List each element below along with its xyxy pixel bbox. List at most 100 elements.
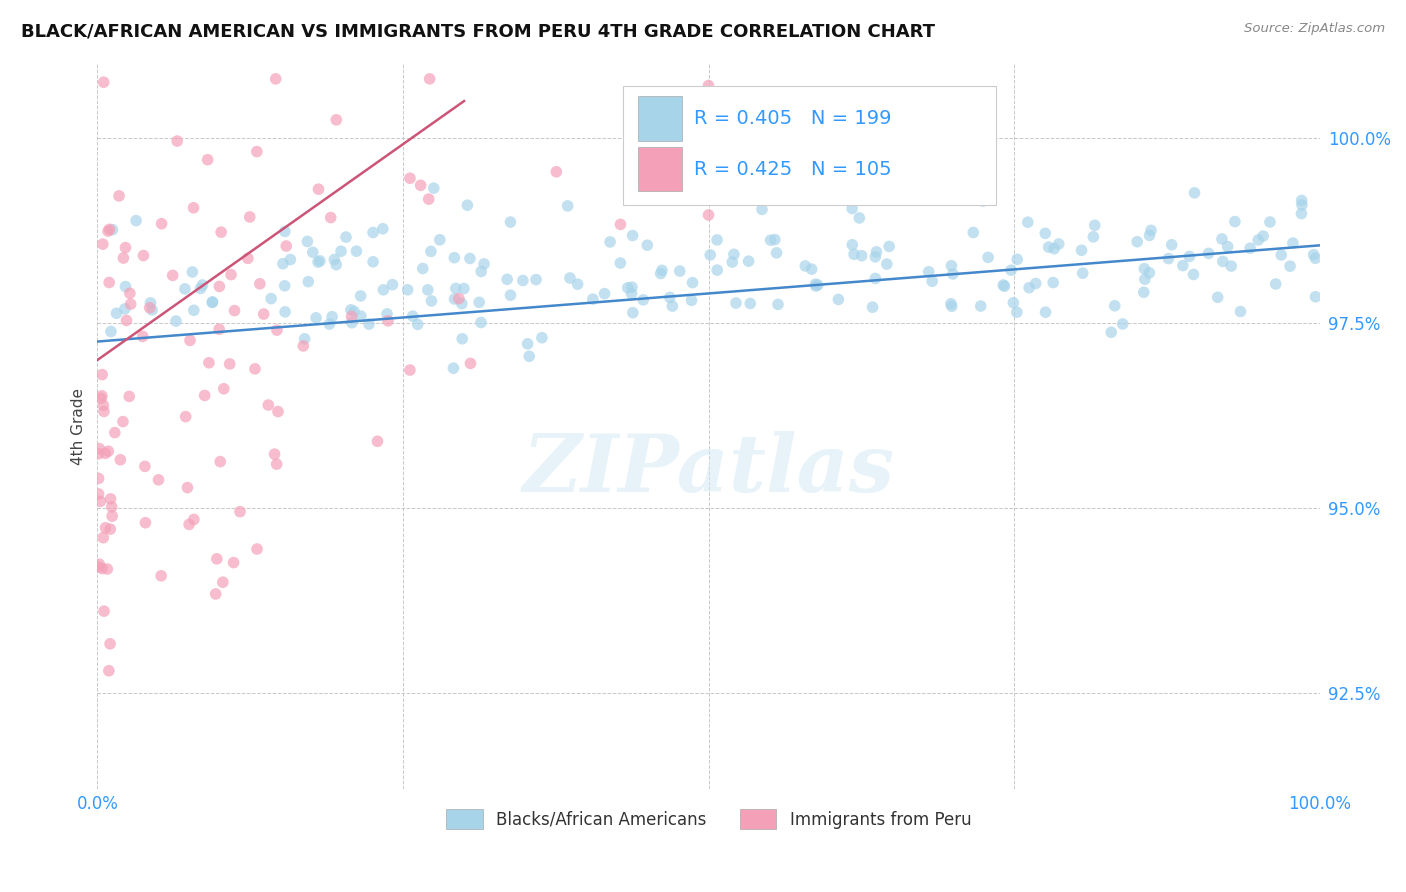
- Point: [305, 310, 328, 325]
- Point: [962, 226, 984, 240]
- Point: [274, 305, 297, 319]
- Point: [294, 332, 316, 346]
- Point: [91, 561, 114, 575]
- Point: [98, 276, 121, 290]
- Point: [546, 165, 568, 179]
- Point: [620, 286, 643, 301]
- Point: [451, 332, 474, 346]
- Point: [682, 276, 704, 290]
- Point: [112, 251, 135, 265]
- Point: [94, 446, 117, 460]
- Point: [1035, 305, 1057, 319]
- Point: [512, 273, 534, 287]
- Point: [443, 292, 465, 306]
- Point: [650, 267, 672, 281]
- Point: [212, 382, 235, 396]
- Point: [166, 134, 188, 148]
- Point: [246, 145, 269, 159]
- Point: [877, 239, 900, 253]
- Point: [134, 459, 156, 474]
- Point: [361, 255, 384, 269]
- Point: [993, 277, 1015, 292]
- Point: [1291, 206, 1313, 220]
- Point: [458, 252, 481, 266]
- Point: [1104, 299, 1126, 313]
- Point: [366, 434, 388, 449]
- Point: [609, 218, 631, 232]
- Point: [1258, 215, 1281, 229]
- FancyBboxPatch shape: [637, 96, 682, 141]
- Point: [93, 398, 115, 412]
- Point: [323, 252, 346, 267]
- Point: [1133, 272, 1156, 286]
- Point: [273, 278, 295, 293]
- Point: [212, 575, 235, 590]
- Point: [1211, 232, 1233, 246]
- Point: [450, 296, 472, 310]
- Point: [125, 213, 148, 227]
- Point: [1112, 317, 1135, 331]
- Point: [201, 294, 224, 309]
- Point: [1160, 237, 1182, 252]
- Point: [209, 455, 232, 469]
- Point: [567, 277, 589, 292]
- Point: [593, 286, 616, 301]
- Point: [343, 304, 366, 318]
- Point: [349, 289, 371, 303]
- Point: [1270, 248, 1292, 262]
- Point: [118, 389, 141, 403]
- Point: [179, 334, 201, 348]
- Point: [972, 194, 994, 208]
- Point: [115, 313, 138, 327]
- Point: [260, 292, 283, 306]
- Point: [183, 303, 205, 318]
- Point: [841, 202, 863, 216]
- Point: [1018, 281, 1040, 295]
- Point: [325, 112, 347, 127]
- Point: [993, 279, 1015, 293]
- Point: [1139, 228, 1161, 243]
- Point: [1000, 263, 1022, 277]
- Point: [266, 457, 288, 471]
- Point: [229, 505, 252, 519]
- Point: [165, 314, 187, 328]
- Point: [150, 569, 173, 583]
- Point: [499, 288, 522, 302]
- Point: [139, 296, 162, 310]
- Point: [97, 664, 120, 678]
- Point: [93, 404, 115, 418]
- Point: [524, 272, 547, 286]
- Text: Source: ZipAtlas.com: Source: ZipAtlas.com: [1244, 22, 1385, 36]
- Point: [218, 357, 240, 371]
- Point: [842, 247, 865, 261]
- Point: [208, 322, 231, 336]
- Text: ZIPatlas: ZIPatlas: [523, 432, 894, 509]
- Point: [827, 293, 849, 307]
- Point: [264, 71, 287, 86]
- Point: [402, 309, 425, 323]
- Point: [118, 286, 141, 301]
- Point: [1132, 285, 1154, 300]
- Point: [1133, 261, 1156, 276]
- Point: [100, 325, 122, 339]
- Point: [198, 356, 221, 370]
- Point: [721, 255, 744, 269]
- Point: [89, 494, 111, 508]
- FancyBboxPatch shape: [637, 147, 682, 191]
- Point: [441, 361, 464, 376]
- Point: [419, 71, 441, 86]
- Point: [297, 275, 319, 289]
- Point: [150, 217, 173, 231]
- Point: [1157, 252, 1180, 266]
- Point: [658, 290, 681, 304]
- Point: [447, 292, 470, 306]
- Point: [90, 392, 112, 406]
- Point: [357, 317, 380, 331]
- Text: R = 0.405   N = 199: R = 0.405 N = 199: [693, 109, 891, 128]
- Point: [621, 228, 644, 243]
- Point: [1005, 305, 1028, 319]
- Point: [517, 349, 540, 363]
- Point: [751, 202, 773, 217]
- Point: [93, 604, 115, 618]
- Point: [208, 279, 231, 293]
